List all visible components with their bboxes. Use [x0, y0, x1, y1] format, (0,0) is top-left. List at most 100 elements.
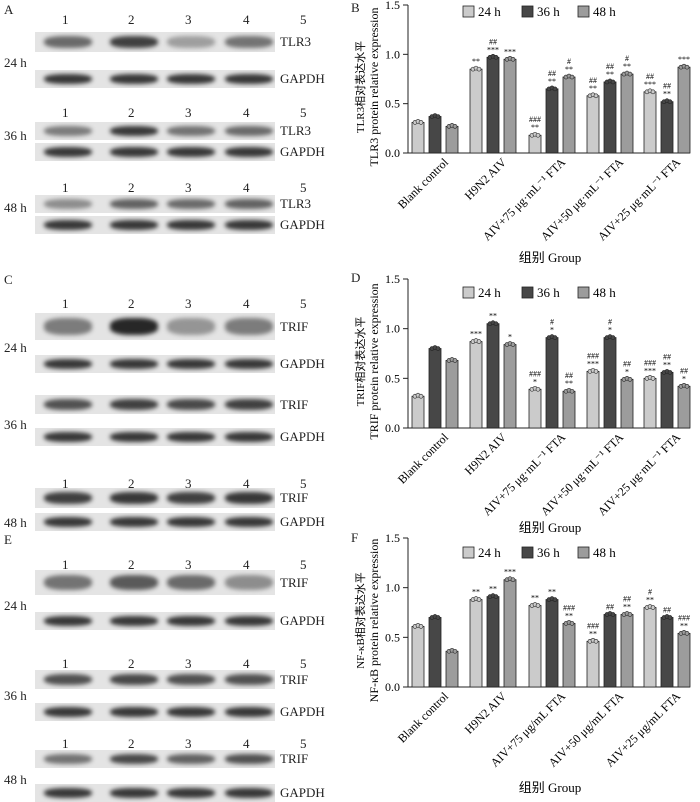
gapdh-label: GAPDH	[280, 71, 325, 86]
y-tick-label: 0.5	[385, 371, 400, 385]
y-tick-label: 1.0	[385, 322, 400, 336]
target-protein-band	[35, 570, 275, 595]
significance-mark: ##	[663, 352, 671, 361]
target-protein-band	[35, 195, 275, 213]
lane-number: 5	[300, 736, 307, 751]
significance-mark: **	[565, 379, 573, 388]
data-point	[684, 64, 690, 70]
band-signal	[167, 516, 215, 528]
gapdh-band	[35, 355, 275, 373]
significance-mark: **	[565, 65, 573, 74]
lane-number: 2	[128, 476, 135, 491]
band-signal	[167, 492, 215, 504]
significance-mark: ***	[587, 359, 599, 368]
bar	[562, 623, 576, 688]
band-signal	[225, 431, 273, 443]
data-point	[476, 339, 482, 344]
band-signal	[44, 753, 92, 765]
lane-number: 3	[185, 656, 192, 671]
data-point	[667, 99, 673, 104]
band-signal	[110, 431, 158, 443]
y-tick-label: 0.5	[385, 97, 400, 111]
bar	[660, 617, 674, 688]
legend-label: 48 h	[593, 4, 616, 19]
lane-number: 4	[243, 105, 250, 120]
y-tick-label: 0.0	[385, 421, 400, 435]
panel-label-c: C	[4, 272, 13, 287]
band-signal	[167, 431, 215, 443]
data-point	[476, 597, 482, 602]
data-point	[610, 612, 616, 617]
category-label: Blank control	[395, 689, 452, 746]
bar	[586, 95, 600, 154]
legend-label: 48 h	[593, 285, 616, 300]
bar	[643, 607, 657, 688]
lane-number: 1	[62, 296, 69, 311]
data-point	[452, 124, 458, 129]
band-signal	[225, 673, 273, 686]
significance-mark: **	[589, 84, 597, 93]
data-point	[650, 89, 656, 95]
lane-number: 2	[128, 105, 135, 120]
significance-mark: **	[646, 596, 654, 605]
significance-mark: **	[489, 585, 497, 594]
bar	[486, 596, 500, 688]
lane-number: 5	[300, 180, 307, 195]
data-point	[435, 615, 441, 620]
significance-mark: ##	[489, 37, 497, 46]
lane-number: 1	[62, 180, 69, 195]
y-tick-label: 1.5	[385, 272, 400, 286]
band-signal	[225, 615, 273, 627]
gapdh-label: GAPDH	[280, 144, 325, 159]
legend-label: 24 h	[478, 4, 501, 19]
target-protein-band	[35, 750, 275, 768]
data-point	[435, 346, 441, 351]
category-label: H9N2 AIV	[462, 689, 510, 737]
gapdh-band	[35, 784, 275, 802]
y-axis-label-cn: TRIF相对表达水平	[353, 317, 367, 407]
band-signal	[110, 753, 158, 765]
bar	[428, 617, 442, 688]
legend-swatch	[462, 286, 475, 299]
band-signal	[110, 516, 158, 528]
band-signal	[225, 198, 273, 210]
significance-mark: *	[608, 326, 612, 335]
time-label: 24 h	[4, 340, 27, 355]
bar	[620, 378, 634, 429]
y-tick-label: 0.0	[385, 146, 400, 160]
bar	[445, 125, 459, 154]
significance-mark: ###	[644, 358, 656, 367]
band-signal	[225, 706, 273, 718]
y-tick-label: 1.5	[385, 531, 400, 545]
bar	[428, 116, 442, 154]
data-point	[552, 597, 558, 602]
bar	[603, 81, 617, 154]
data-point	[418, 120, 424, 125]
band-signal	[225, 492, 273, 504]
significance-mark: ***	[644, 80, 656, 89]
significance-mark: ###	[529, 115, 541, 124]
bar	[445, 650, 459, 688]
significance-mark: *	[625, 367, 629, 376]
significance-mark: ***	[487, 45, 499, 54]
data-point	[569, 74, 575, 80]
category-label: H9N2 AIV	[462, 430, 510, 478]
data-point	[452, 358, 458, 363]
y-tick-label: 1.5	[385, 0, 400, 12]
significance-mark: ***	[678, 55, 690, 64]
legend-label: 36 h	[537, 545, 560, 560]
lane-number: 5	[300, 105, 307, 120]
lane-number: 2	[128, 656, 135, 671]
time-label: 48 h	[4, 772, 27, 787]
significance-mark: ***	[644, 366, 656, 375]
protein-label: TRIF	[280, 490, 309, 505]
bar	[586, 370, 600, 429]
legend-swatch	[577, 546, 590, 559]
band-signal	[225, 787, 273, 799]
lane-number: 4	[243, 296, 250, 311]
gapdh-band	[35, 612, 275, 630]
data-point	[569, 621, 575, 626]
band-signal	[110, 575, 158, 590]
lane-number: 1	[62, 105, 69, 120]
band-signal	[110, 615, 158, 627]
